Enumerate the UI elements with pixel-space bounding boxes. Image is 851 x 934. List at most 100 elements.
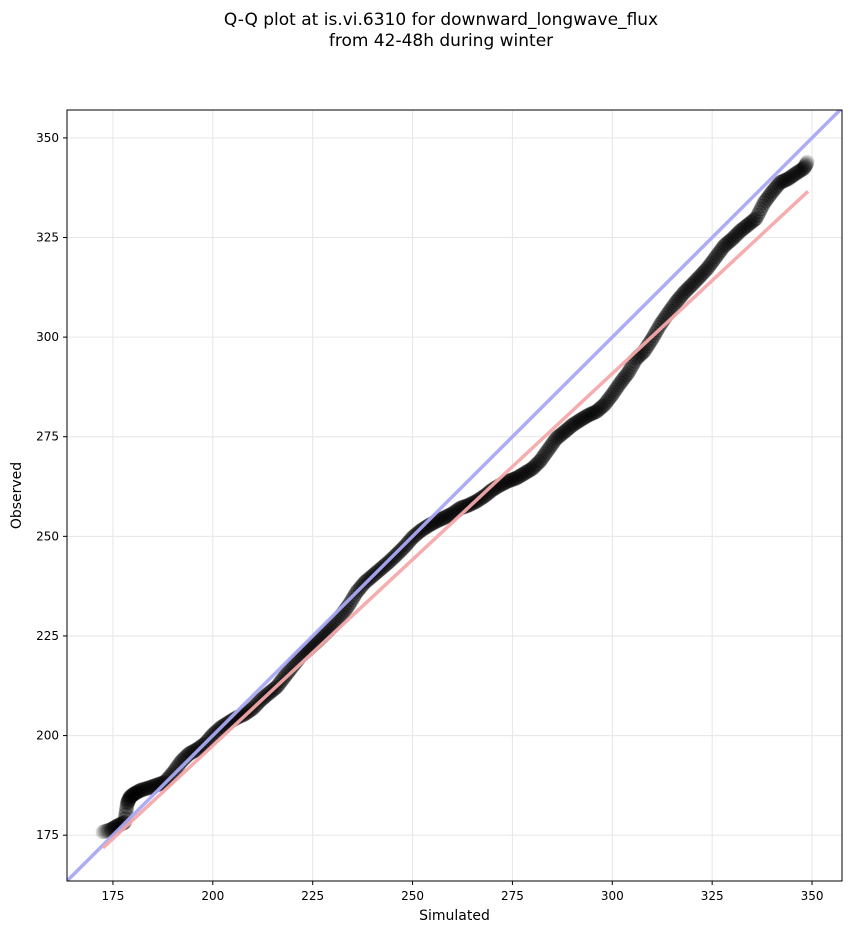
data-point <box>100 823 116 839</box>
data-point <box>719 235 735 251</box>
data-point <box>569 414 585 430</box>
data-point <box>734 222 750 238</box>
data-point <box>500 473 516 489</box>
data-point <box>528 457 544 473</box>
data-point <box>600 393 616 409</box>
data-point <box>518 464 534 480</box>
data-point <box>692 268 708 284</box>
data-point <box>122 790 138 806</box>
y-axis-label: Observed <box>9 462 25 529</box>
identity-line <box>67 110 842 881</box>
data-point <box>128 785 144 801</box>
data-point <box>579 408 595 424</box>
data-point <box>767 180 783 196</box>
x-tick-label: 300 <box>601 889 624 903</box>
data-point <box>187 742 203 758</box>
data-point <box>799 155 815 171</box>
y-tick-label: 300 <box>36 330 59 344</box>
data-point <box>534 450 550 466</box>
y-tick-label: 175 <box>36 828 59 842</box>
data-point <box>798 157 814 173</box>
data-point <box>531 454 547 470</box>
data-point <box>526 459 542 475</box>
data-point <box>521 463 537 479</box>
x-tick-label: 175 <box>101 889 124 903</box>
y-tick-label: 275 <box>36 430 59 444</box>
data-point <box>132 783 148 799</box>
data-point <box>152 776 168 792</box>
data-point <box>764 184 780 200</box>
data-point <box>437 510 453 526</box>
data-point <box>603 389 619 405</box>
data-point <box>98 823 114 839</box>
chart-title-line: Q-Q plot at is.vi.6310 for downward_long… <box>224 10 658 30</box>
data-point <box>499 474 515 490</box>
data-point <box>440 508 456 524</box>
data-point <box>166 763 182 779</box>
data-point <box>532 453 548 469</box>
data-point <box>611 377 627 393</box>
data-point <box>617 369 633 385</box>
data-point <box>703 255 719 271</box>
data-point <box>766 182 782 198</box>
data-point <box>540 441 556 457</box>
data-point <box>620 365 636 381</box>
data-point <box>280 664 296 680</box>
data-point <box>751 204 767 220</box>
x-tick-label: 225 <box>301 889 324 903</box>
data-point <box>797 158 813 174</box>
data-point <box>144 779 160 795</box>
data-point <box>739 218 755 234</box>
y-tick-label: 325 <box>36 231 59 245</box>
data-point <box>433 511 449 527</box>
data-point <box>278 667 294 683</box>
data-point <box>502 472 518 488</box>
data-point <box>681 280 697 296</box>
data-point <box>743 214 759 230</box>
data-point <box>716 238 732 254</box>
data-point <box>614 373 630 389</box>
data-point <box>480 486 496 502</box>
data-point <box>793 162 809 178</box>
x-axis-label: Simulated <box>419 908 490 924</box>
data-point <box>619 367 635 383</box>
data-point <box>590 402 606 418</box>
data-point <box>414 522 430 538</box>
data-point <box>748 210 764 226</box>
data-point <box>604 386 620 402</box>
data-point <box>516 465 532 481</box>
data-point <box>761 188 777 204</box>
data-point <box>556 424 572 440</box>
data-point <box>707 251 723 267</box>
data-point <box>756 195 772 211</box>
data-point <box>697 263 713 279</box>
data-point <box>476 488 492 504</box>
data-point <box>125 787 141 803</box>
data-point <box>580 407 596 423</box>
data-point <box>512 468 528 484</box>
data-point <box>753 201 769 217</box>
data-point <box>622 362 638 378</box>
data-point <box>740 217 756 233</box>
data-point <box>708 249 724 265</box>
data-point <box>612 375 628 391</box>
data-point <box>561 420 577 436</box>
data-point <box>755 198 771 214</box>
data-point <box>670 292 686 308</box>
data-point <box>124 787 140 803</box>
data-point <box>791 163 807 179</box>
data-point <box>544 437 560 453</box>
data-point <box>592 401 608 417</box>
data-point <box>576 410 592 426</box>
data-point <box>186 743 202 759</box>
data-point <box>700 259 716 275</box>
data-point <box>542 439 558 455</box>
data-point <box>750 207 766 223</box>
data-point <box>536 448 552 464</box>
data-point <box>727 228 743 244</box>
data-point <box>555 425 571 441</box>
data-point <box>715 240 731 256</box>
data-point <box>135 782 151 798</box>
data-point <box>587 404 603 420</box>
data-point <box>478 487 494 503</box>
